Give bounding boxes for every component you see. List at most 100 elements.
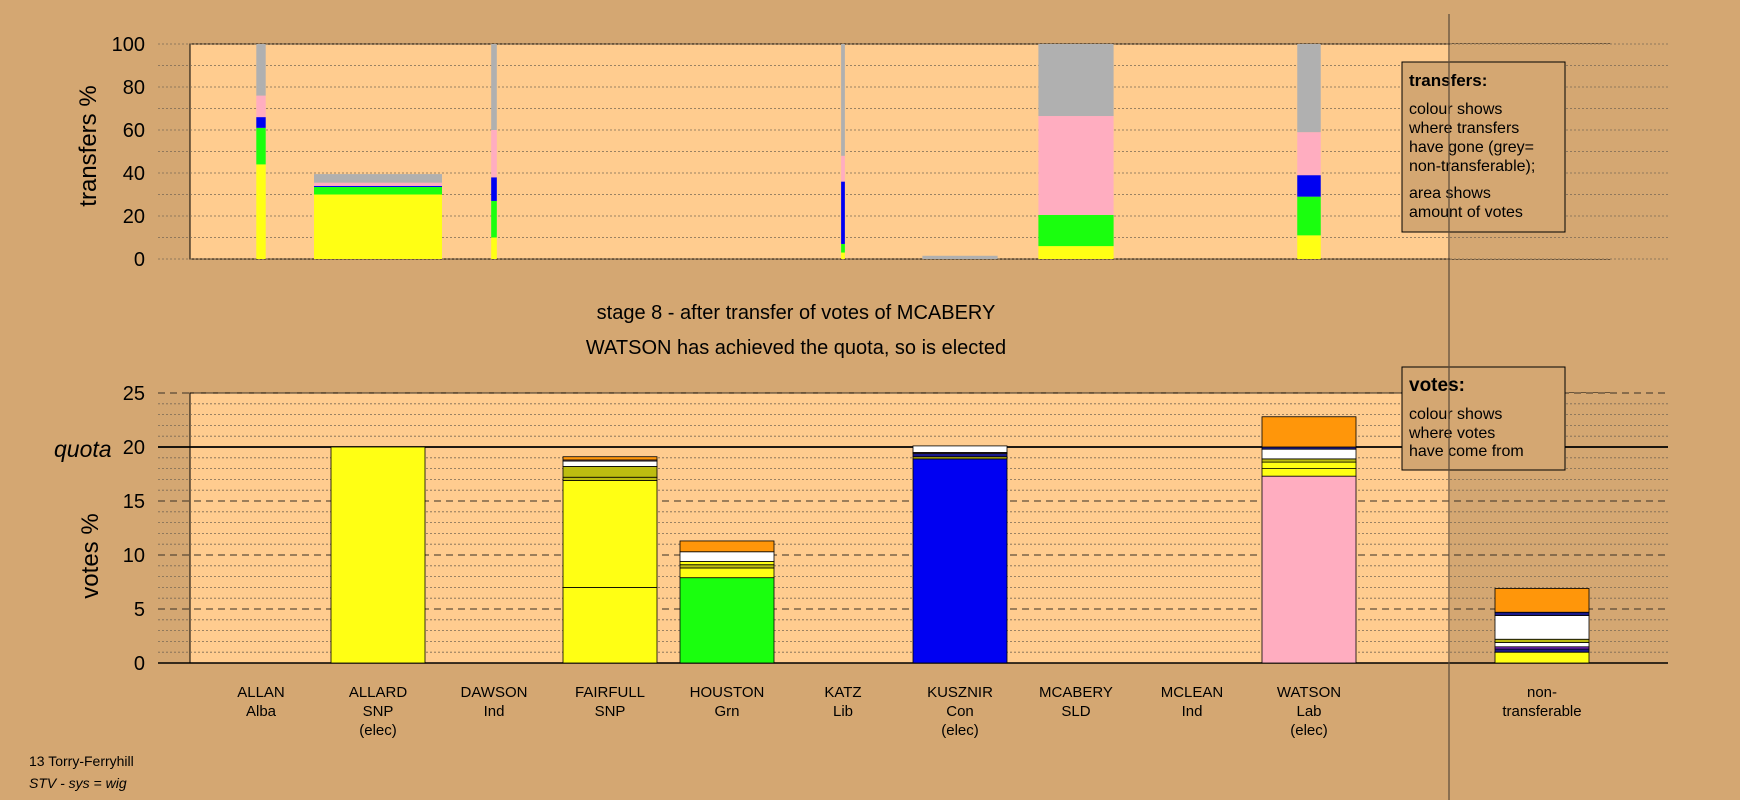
bar-segment-pink xyxy=(1297,132,1321,176)
x-label-sub: Alba xyxy=(246,703,277,720)
x-label-name: FAIRFULL xyxy=(575,684,645,701)
votes-plot: 0 5 10 15 25 20 ALLAN Alba ALLARD SNP (elec) DAWSO… xyxy=(54,383,1670,739)
stage-title: stage 8 - after transfer of votes of MCA… xyxy=(597,302,996,324)
x-label-sub: SNP xyxy=(363,703,394,720)
votes-legend-line: have come from xyxy=(1409,443,1524,460)
votes-y-axis-label: votes % xyxy=(77,513,104,598)
bar-segment-blue xyxy=(912,458,1008,664)
bar-segment-yellow xyxy=(330,446,426,664)
bar-segment-yellow xyxy=(1494,651,1590,664)
votes-x-labels: ALLAN Alba ALLARD SNP (elec) DAWSON Ind FAIRFUL… xyxy=(237,684,1581,739)
bar-segment-grey xyxy=(1038,44,1114,117)
bar-segment-olive xyxy=(1494,638,1590,643)
bar-segment-olive xyxy=(562,466,658,478)
transfers-legend-line: have gone (grey= xyxy=(1409,139,1534,156)
bar-segment-olive xyxy=(679,564,775,569)
bar-segment-grey xyxy=(841,44,845,156)
x-label-name: non- xyxy=(1527,684,1557,701)
x-label-sub: Ind xyxy=(484,703,505,720)
bar-segment-pink xyxy=(841,155,845,182)
transfers-legend-line: colour shows xyxy=(1409,101,1502,118)
bar-segment-olive xyxy=(562,476,658,481)
x-label-sub: Grn xyxy=(714,703,739,720)
bar-segment-yellow xyxy=(1038,246,1114,259)
bar-segment-blue xyxy=(491,177,497,201)
transfers-plot: 0 20 40 60 80 100 transfers % xyxy=(75,34,1670,271)
bar-segment-yellow xyxy=(1261,468,1357,477)
bar-segment-pink xyxy=(491,130,497,178)
x-label-name: KATZ xyxy=(824,684,861,701)
bar-segment-olive xyxy=(1261,458,1357,463)
x-label-name: KUSZNIR xyxy=(927,684,993,701)
bar-segment-yellow xyxy=(562,587,658,664)
bar-segment-navy xyxy=(1494,648,1590,653)
x-label-name: HOUSTON xyxy=(690,684,765,701)
bar-segment-blue xyxy=(841,181,845,244)
x-label-name: WATSON xyxy=(1277,684,1341,701)
y-tick-label: 15 xyxy=(123,491,145,513)
x-label-name: MCLEAN xyxy=(1161,684,1224,701)
stage-subtitle: WATSON has achieved the quota, so is ele… xyxy=(586,337,1006,359)
bar-segment-green xyxy=(1297,196,1321,236)
bar-segment-yellow xyxy=(1297,235,1321,259)
x-label-name: DAWSON xyxy=(461,684,528,701)
transfers-bars xyxy=(256,44,1321,259)
bar-segment-green xyxy=(1038,214,1114,247)
bar-segment-white xyxy=(1494,642,1590,648)
ward-label: 13 Torry-Ferryhill xyxy=(29,753,134,769)
bar-segment-yellow xyxy=(562,480,658,588)
x-label-sub: (elec) xyxy=(359,722,397,739)
votes-legend: votes: colour shows where votes have com… xyxy=(1401,366,1566,471)
y-tick-label: 5 xyxy=(134,599,145,621)
y-tick-label: 25 xyxy=(123,383,145,405)
transfers-legend-line: area shows xyxy=(1409,185,1491,202)
bar-segment-yellow xyxy=(841,252,845,259)
x-label-sub: Lib xyxy=(833,703,853,720)
transfers-legend-line: where transfers xyxy=(1408,120,1519,137)
transfers-y-axis-label: transfers % xyxy=(75,85,102,206)
bar-segment-grey xyxy=(1297,44,1321,133)
bar-segment-pink xyxy=(1261,475,1357,664)
votes-bars xyxy=(330,416,1590,664)
bar-segment-orange xyxy=(679,540,775,553)
bar-segment-yellow xyxy=(679,567,775,579)
bar-segment-pink xyxy=(314,182,442,186)
bar-segment-yellow xyxy=(679,561,775,566)
bar-segment-white xyxy=(679,551,775,562)
transfers-legend-heading: transfers: xyxy=(1409,71,1487,90)
x-label-name: ALLARD xyxy=(349,684,408,701)
transfers-legend-box xyxy=(1401,61,1566,233)
bar-segment-white xyxy=(1494,615,1590,640)
x-label-name: ALLAN xyxy=(237,684,285,701)
bar-segment-orange xyxy=(562,456,658,461)
bar-segment-green xyxy=(491,200,497,238)
votes-legend-box xyxy=(1401,366,1566,471)
x-label-sub: transferable xyxy=(1502,703,1581,720)
bar-segment-grey xyxy=(256,44,266,96)
bar-segment-pink xyxy=(1038,116,1114,215)
bar-segment-yellow xyxy=(491,237,497,259)
votes-legend-line: colour shows xyxy=(1409,406,1502,423)
bar-segment-grey xyxy=(922,255,998,259)
bar-segment-navy xyxy=(912,453,1008,458)
bar-segment-green xyxy=(679,577,775,664)
y-tick-label: 0 xyxy=(134,653,145,675)
x-label-name: MCABERY xyxy=(1039,684,1113,701)
y-tick-label: 10 xyxy=(123,545,145,567)
bar-segment-navy xyxy=(1494,611,1590,616)
bar-segment-blue xyxy=(256,117,266,128)
transfers-legend-line: non-transferable); xyxy=(1409,158,1535,175)
transfers-y-ticks: 0 20 40 60 80 100 xyxy=(112,34,145,271)
y-tick-label: 80 xyxy=(123,77,145,99)
votes-y-ticks: 0 5 10 15 25 20 xyxy=(123,383,145,675)
transfers-legend: transfers: colour shows where transfers … xyxy=(1401,61,1566,233)
bar-segment-orange xyxy=(1494,588,1590,613)
x-label-sub: (elec) xyxy=(941,722,979,739)
bar-segment-green xyxy=(314,186,442,195)
transfers-legend-line: amount of votes xyxy=(1409,204,1523,221)
votes-plot-area xyxy=(189,392,1611,664)
x-label-sub: Con xyxy=(946,703,974,720)
y-tick-label: 0 xyxy=(134,249,145,271)
x-label-sub: Lab xyxy=(1296,703,1321,720)
